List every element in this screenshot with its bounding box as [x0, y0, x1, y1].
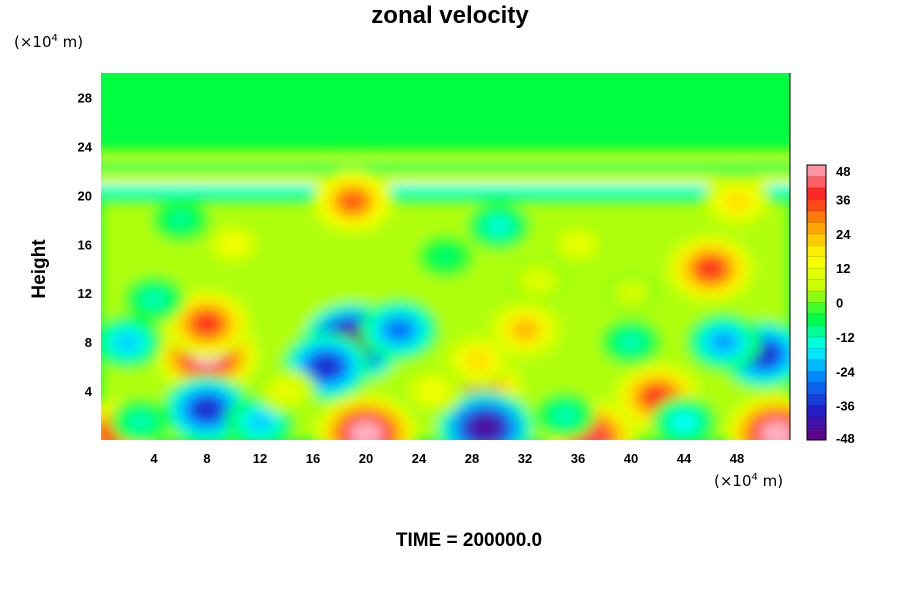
x-tick-label: 8: [203, 451, 210, 466]
colorbar-tick-label: 24: [836, 227, 851, 242]
colorbar-swatch: [807, 325, 826, 338]
colorbar-swatch: [807, 256, 826, 269]
field-feature-10-level-3: [512, 320, 538, 340]
field-feature-2-level-3: [192, 397, 222, 422]
colorbar-swatch: [807, 291, 826, 303]
colorbar-swatch: [807, 302, 826, 315]
colorbar-swatch: [807, 233, 826, 246]
y-axis-unit: (×104 m): [14, 33, 84, 51]
x-axis-ticks: 4 8 12 16 20 24 28 32 36 40 44 48: [150, 451, 744, 466]
field-feature-31-level-3: [170, 212, 191, 228]
field-feature-15-level-3: [759, 420, 790, 440]
x-tick-label: 12: [253, 451, 267, 466]
y-tick-label: 20: [78, 188, 92, 203]
x-tick-label: 40: [624, 451, 638, 466]
field-feature-20-level-3: [672, 413, 696, 431]
x-tick-label: 48: [730, 451, 744, 466]
field-feature-34-level-3: [435, 249, 456, 264]
colorbar-swatch: [807, 165, 826, 177]
colorbar-tick-label: 48: [836, 164, 850, 179]
colorbar-swatch: [807, 417, 826, 430]
colorbar-tick-label: -48: [836, 431, 855, 446]
field-feature-33-level-3: [528, 273, 549, 289]
colorbar-swatch: [807, 371, 826, 384]
y-tick-label: 16: [78, 237, 92, 252]
field-feature-30-level-3: [487, 217, 510, 235]
colorbar-tick-label: 12: [836, 261, 850, 276]
x-tick-label: 36: [571, 451, 585, 466]
colorbar: 48 36 24 12 0 -12 -24 -36 -48: [806, 164, 856, 446]
colorbar-swatch: [807, 359, 826, 372]
field-feature-4-level-3: [311, 354, 342, 379]
field-feature-26-level-3: [338, 190, 367, 213]
field-feature-8-level-3: [466, 351, 491, 370]
colorbar-tick-label: 36: [836, 192, 850, 207]
x-tick-label: 28: [465, 451, 479, 466]
colorbar-swatch: [807, 222, 826, 235]
field-feature-18-level-3: [130, 413, 152, 430]
velocity-field: [101, 151, 790, 440]
colorbar-swatch: [807, 336, 826, 349]
field-feature-23-level-3: [276, 383, 297, 400]
colorbar-swatch: [807, 382, 826, 395]
y-axis-ticks: 4 8 12 16 20 24 28: [78, 90, 93, 399]
colorbar-tick-label: 0: [836, 296, 843, 311]
colorbar-swatch: [807, 394, 826, 407]
field-feature-12-level-3: [620, 334, 642, 351]
x-tick-label: 4: [150, 451, 158, 466]
colorbar-swatch: [807, 348, 826, 361]
y-tick-label: 24: [78, 139, 93, 154]
field-feature-28-level-3: [222, 236, 245, 253]
x-tick-label: 20: [359, 451, 373, 466]
colorbar-swatch: [807, 428, 826, 441]
x-axis-unit: (×104 m): [714, 472, 784, 490]
colorbar-tick-label: -12: [836, 330, 855, 345]
colorbar-tick-label: -24: [836, 364, 856, 379]
colorbar-swatch: [807, 176, 826, 189]
time-label: TIME = 200000.0: [395, 530, 543, 551]
field-feature-19-level-3: [248, 412, 272, 431]
field-feature-6-level-3: [348, 420, 384, 440]
x-tick-label: 32: [518, 451, 532, 466]
field-band-2: [101, 162, 790, 173]
colorbar-swatch: [807, 245, 826, 258]
field-feature-5-level-3: [385, 319, 413, 341]
colorbar-swatch: [807, 210, 826, 223]
field-band-0: [101, 184, 790, 195]
y-tick-label: 28: [78, 90, 92, 105]
field-feature-32-level-3: [143, 291, 165, 308]
x-tick-label: 44: [677, 451, 692, 466]
x-tick-label: 16: [306, 451, 320, 466]
field-feature-22-level-3: [115, 332, 140, 352]
colorbar-swatch: [807, 187, 826, 200]
colorbar-swatch: [807, 405, 826, 418]
chart-title: zonal velocity: [371, 2, 529, 29]
colorbar-swatch: [807, 313, 826, 326]
field-feature-27-level-3: [725, 192, 749, 211]
y-tick-label: 8: [85, 335, 92, 350]
field-band-3: [101, 151, 790, 162]
colorbar-swatch: [807, 279, 826, 292]
x-tick-label: 24: [412, 451, 427, 466]
field-feature-24-level-3: [421, 382, 444, 400]
y-tick-label: 12: [78, 286, 92, 301]
colorbar-swatch: [807, 268, 826, 281]
colorbar-tick-label: -36: [836, 399, 855, 414]
colorbar-border: [806, 164, 827, 441]
field-feature-21-level-3: [554, 407, 576, 424]
colorbar-swatch: [807, 199, 826, 212]
field-feature-14-level-3: [711, 332, 737, 352]
field-feature-29-level-3: [567, 236, 589, 253]
field-feature-35-level-3: [621, 285, 641, 301]
y-tick-label: 4: [85, 384, 93, 399]
field-feature-25-level-3: [695, 257, 726, 281]
field-feature-9-level-3: [468, 414, 502, 440]
field-band-1: [101, 174, 790, 185]
field-feature-1-level-3: [192, 312, 222, 336]
